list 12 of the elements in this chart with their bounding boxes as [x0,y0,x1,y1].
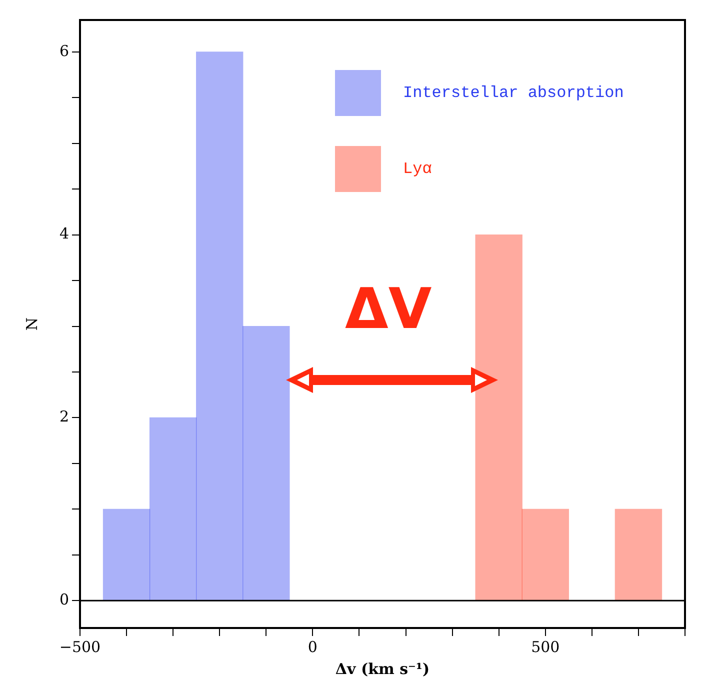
y-tick-label: 4 [59,224,69,243]
y-tick-label: 2 [59,408,69,426]
text: Interstellar absorption [403,84,624,102]
x-tick-label: 500 [531,638,560,656]
x-tick-label: 0 [308,638,318,656]
x-tick-label: −500 [59,638,101,656]
y-axis-title: N [22,317,41,331]
x-axis-title: Δv (km s⁻¹) [335,660,430,678]
annotation: ΔV [345,277,432,342]
y-tick-label: 0 [59,590,69,608]
text: Lyα [403,160,432,178]
y-tick-label: 6 [59,42,69,60]
